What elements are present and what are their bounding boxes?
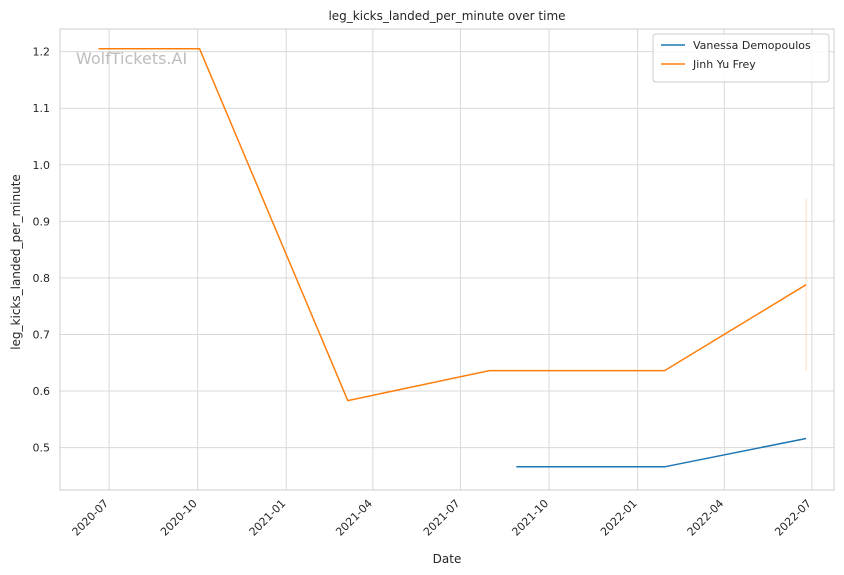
grid	[60, 29, 834, 490]
legend-label-0: Vanessa Demopoulos	[693, 39, 811, 52]
x-axis-label: Date	[433, 552, 462, 566]
y-tick-label: 0.9	[33, 215, 51, 228]
legend-box	[652, 33, 830, 83]
chart-title: leg_kicks_landed_per_minute over time	[328, 9, 565, 23]
y-tick-label: 1.2	[33, 46, 51, 59]
watermark-text: WolfTickets.AI	[76, 49, 187, 68]
series-layer	[98, 48, 807, 468]
legend: Vanessa Demopoulos Jinh Yu Frey	[652, 33, 830, 83]
series-line-0	[516, 437, 807, 468]
y-axis-label: leg_kicks_landed_per_minute	[9, 174, 23, 350]
series-line-1	[98, 48, 807, 402]
y-tick-label: 0.8	[33, 272, 51, 285]
y-tick-label: 0.7	[33, 328, 51, 341]
y-tick-label: 0.6	[33, 385, 51, 398]
y-tick-label: 1.1	[33, 102, 51, 115]
y-tick-label: 0.5	[33, 442, 51, 455]
plot-frame	[59, 28, 835, 491]
y-tick-label: 1.0	[33, 159, 51, 172]
legend-label-1: Jinh Yu Frey	[692, 58, 756, 71]
